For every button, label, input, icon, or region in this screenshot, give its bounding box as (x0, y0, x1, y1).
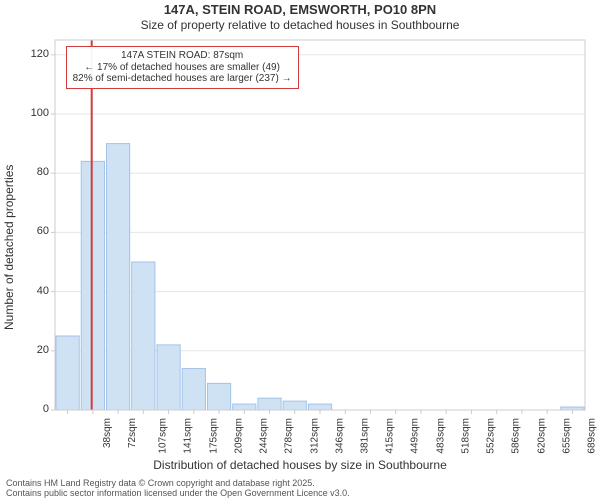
x-tick-label: 346sqm (334, 418, 345, 454)
x-tick-label: 312sqm (309, 418, 320, 454)
y-tick-label: 60 (19, 225, 49, 237)
y-tick-label: 120 (19, 48, 49, 60)
annotation-line-3: 82% of semi-detached houses are larger (… (73, 73, 292, 85)
x-tick-label: 449sqm (410, 418, 421, 454)
x-tick-label: 141sqm (183, 418, 194, 454)
y-tick-label: 0 (19, 403, 49, 415)
x-tick-label: 552sqm (486, 418, 497, 454)
x-axis-title: Distribution of detached houses by size … (0, 458, 600, 472)
annotation-line-1: 147A STEIN ROAD: 87sqm (73, 50, 292, 62)
x-tick-label: 72sqm (127, 418, 138, 448)
x-tick-label: 620sqm (536, 418, 547, 454)
x-tick-label: 175sqm (208, 418, 219, 454)
y-tick-label: 40 (19, 285, 49, 297)
y-tick-label: 20 (19, 344, 49, 356)
x-tick-label: 518sqm (461, 418, 472, 454)
y-tick-label: 80 (19, 166, 49, 178)
annotation-line-2: ← 17% of detached houses are smaller (49… (73, 62, 292, 74)
x-tick-label: 689sqm (587, 418, 598, 454)
x-tick-label: 244sqm (259, 418, 270, 454)
x-tick-label: 278sqm (284, 418, 295, 454)
footer-copyright-1: Contains HM Land Registry data © Crown c… (6, 478, 315, 488)
x-tick-label: 38sqm (102, 418, 113, 448)
x-tick-label: 655sqm (561, 418, 572, 454)
x-tick-label: 209sqm (233, 418, 244, 454)
x-tick-label: 107sqm (158, 418, 169, 454)
chart-root: 147A, STEIN ROAD, EMSWORTH, PO10 8PN Siz… (0, 0, 600, 500)
x-tick-label: 483sqm (435, 418, 446, 454)
marker-annotation-box: 147A STEIN ROAD: 87sqm ← 17% of detached… (66, 46, 299, 89)
footer-copyright-2: Contains public sector information licen… (6, 488, 350, 498)
x-tick-label: 586sqm (511, 418, 522, 454)
x-tick-label: 415sqm (385, 418, 396, 454)
y-tick-label: 100 (19, 107, 49, 119)
x-tick-label: 381sqm (360, 418, 371, 454)
